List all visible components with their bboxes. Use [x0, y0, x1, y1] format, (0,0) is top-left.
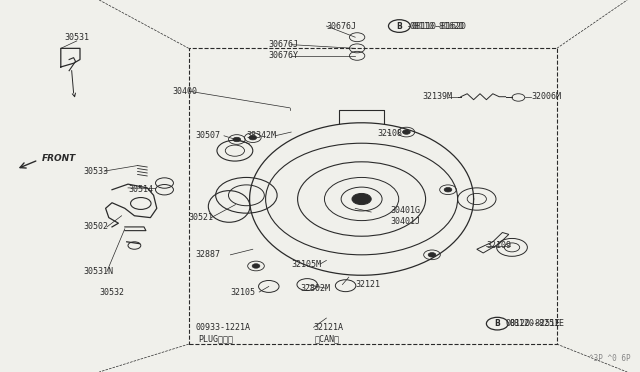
Circle shape — [252, 264, 260, 268]
Text: 30531: 30531 — [64, 33, 89, 42]
Text: 32105: 32105 — [230, 288, 255, 296]
Text: （CAN）: （CAN） — [315, 334, 340, 343]
Text: B: B — [495, 319, 500, 328]
Text: 32887: 32887 — [195, 250, 220, 259]
Text: 30507: 30507 — [195, 131, 220, 140]
Circle shape — [233, 137, 241, 142]
Text: 00933-1221A: 00933-1221A — [195, 323, 250, 332]
Circle shape — [444, 187, 452, 192]
Circle shape — [428, 253, 436, 257]
Text: 30400: 30400 — [173, 87, 198, 96]
Text: 30531N: 30531N — [83, 267, 113, 276]
Circle shape — [403, 130, 410, 134]
Text: FRONT: FRONT — [42, 154, 76, 163]
Text: 30676J: 30676J — [326, 22, 356, 31]
Text: 30401G: 30401G — [390, 206, 420, 215]
Text: 30502: 30502 — [83, 222, 108, 231]
Text: 30533: 30533 — [83, 167, 108, 176]
Text: 30676J: 30676J — [269, 40, 299, 49]
Text: 38342M: 38342M — [246, 131, 276, 140]
Text: 32109: 32109 — [486, 241, 511, 250]
Circle shape — [352, 193, 371, 205]
Text: 32108: 32108 — [378, 129, 403, 138]
Text: 08110-8162D: 08110-8162D — [410, 22, 465, 31]
Text: 32121: 32121 — [355, 280, 380, 289]
Text: 08110-8162D: 08110-8162D — [412, 22, 467, 31]
Text: 30532: 30532 — [99, 288, 124, 296]
Text: 30514: 30514 — [128, 185, 153, 194]
Bar — [189, 48, 557, 344]
Text: 32006M: 32006M — [531, 92, 561, 101]
Text: 30676Y: 30676Y — [269, 51, 299, 60]
Text: PLUGプラグ: PLUGプラグ — [198, 334, 234, 343]
Text: 30401J: 30401J — [390, 217, 420, 226]
Text: ^3P ^0 6P: ^3P ^0 6P — [589, 354, 630, 363]
Text: 32105M: 32105M — [291, 260, 321, 269]
Text: 30521: 30521 — [189, 213, 214, 222]
Text: 32139M: 32139M — [422, 92, 452, 101]
Text: B: B — [397, 22, 402, 31]
Text: 08120-8251E: 08120-8251E — [506, 319, 561, 328]
Text: 32121A: 32121A — [314, 323, 344, 332]
Text: 08120-8251E: 08120-8251E — [509, 319, 564, 328]
Text: 32802M: 32802M — [301, 284, 331, 293]
Circle shape — [249, 135, 257, 140]
